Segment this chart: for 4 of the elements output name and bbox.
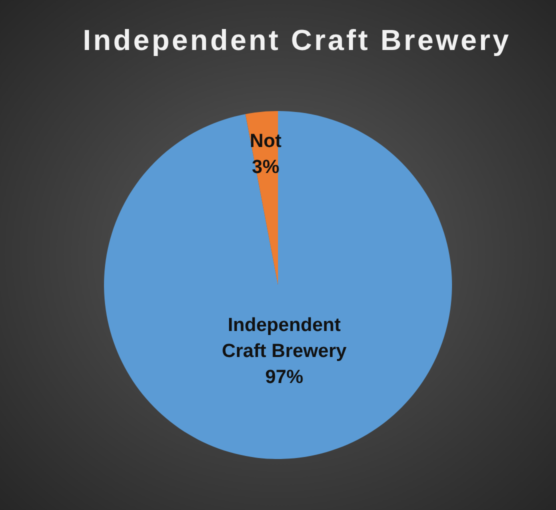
- pie-slice: [104, 111, 452, 459]
- data-label: 97%: [265, 366, 304, 388]
- chart-title: Independent Craft Brewery: [82, 24, 512, 58]
- slice-label: Independent Craft Brewery: [222, 314, 347, 362]
